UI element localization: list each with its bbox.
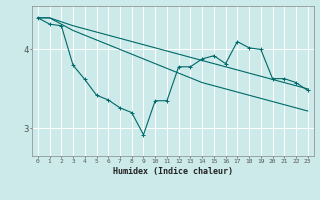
X-axis label: Humidex (Indice chaleur): Humidex (Indice chaleur) <box>113 167 233 176</box>
